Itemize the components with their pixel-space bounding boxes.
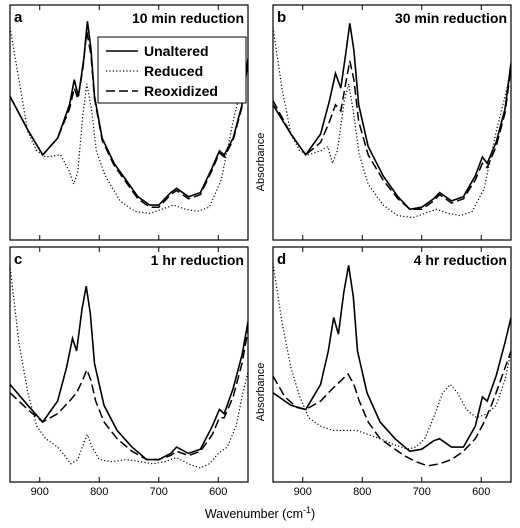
panel-c: 900 800 700 600 c 1 hr reduction bbox=[9, 246, 249, 498]
y-axis-label: Absorbance bbox=[255, 133, 267, 192]
series-unaltered-line bbox=[273, 23, 511, 211]
panel-letter: a bbox=[14, 9, 23, 26]
panel-d-frame bbox=[272, 246, 512, 483]
x-axis-label-main: Wavenumber (cm bbox=[205, 507, 303, 521]
series-reoxidized-line bbox=[10, 31, 248, 208]
x-tick-label: 900 bbox=[294, 486, 312, 498]
x-axis-label: Wavenumber (cm-1) bbox=[205, 505, 315, 521]
panel-c-frame bbox=[9, 246, 249, 483]
x-tick-label: 800 bbox=[90, 486, 108, 498]
panel-title: 10 min reduction bbox=[132, 10, 244, 26]
y-axis-label-lower: Absorbance bbox=[255, 363, 267, 422]
legend: Unaltered Reduced Reoxidized bbox=[97, 36, 247, 104]
x-axis-label-superscript: -1 bbox=[303, 505, 311, 515]
x-tick-label: 600 bbox=[472, 486, 490, 498]
x-tick-label: 900 bbox=[31, 486, 49, 498]
x-tick-label: 800 bbox=[353, 486, 371, 498]
series-reoxidized-line bbox=[10, 329, 248, 461]
legend-label-reoxidized: Reoxidized bbox=[144, 83, 218, 99]
series-unaltered-line bbox=[10, 21, 248, 206]
panel-b: b 30 min reduction bbox=[272, 4, 512, 241]
series-reduced-line bbox=[10, 27, 248, 215]
series-reduced-line bbox=[273, 27, 511, 219]
panel-c-curves bbox=[10, 265, 248, 469]
series-reduced-line bbox=[273, 263, 511, 450]
series-reduced-line bbox=[10, 265, 248, 469]
panel-letter: b bbox=[277, 9, 286, 26]
panel-letter: c bbox=[14, 251, 22, 268]
panel-d: 900 800 700 600 d 4 hr reduction bbox=[272, 246, 512, 498]
legend-box bbox=[97, 36, 247, 104]
panel-a-curves bbox=[10, 21, 248, 215]
series-reoxidized-line bbox=[273, 60, 511, 211]
panel-d-curves bbox=[273, 263, 511, 467]
series-unaltered-line bbox=[273, 265, 511, 453]
panels-group: a 10 min reduction Unaltered Reduced Reoxidi… bbox=[9, 4, 512, 498]
legend-label-reduced: Reduced bbox=[144, 63, 203, 79]
series-reoxidized-line bbox=[273, 350, 511, 467]
x-tick-label: 600 bbox=[209, 486, 227, 498]
legend-label-unaltered: Unaltered bbox=[144, 43, 209, 59]
x-tick-label: 700 bbox=[150, 486, 168, 498]
panel-title: 4 hr reduction bbox=[414, 252, 507, 268]
panel-b-frame bbox=[272, 4, 512, 241]
x-tick-label: 700 bbox=[413, 486, 431, 498]
panel-title: 30 min reduction bbox=[395, 10, 507, 26]
panel-a-frame bbox=[9, 4, 249, 241]
panel-letter: d bbox=[277, 251, 286, 268]
panel-b-curves bbox=[273, 23, 511, 219]
series-unaltered-line bbox=[10, 286, 248, 461]
panel-a: a 10 min reduction Unaltered Reduced Reoxidi… bbox=[9, 4, 249, 241]
x-axis-label-close: ) bbox=[311, 507, 315, 521]
panel-title: 1 hr reduction bbox=[151, 252, 244, 268]
